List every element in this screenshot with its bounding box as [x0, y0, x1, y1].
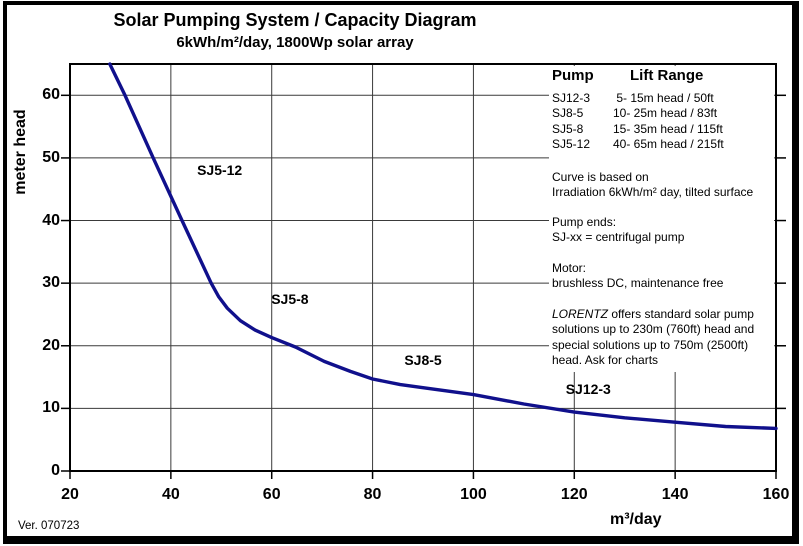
pump-table-header-range: Lift Range	[630, 67, 704, 84]
pump-name: SJ5-8	[552, 121, 584, 136]
y-tick-label: 50	[42, 148, 60, 166]
outer-frame	[3, 1, 799, 544]
curve-label-sj5-8: SJ5-8	[271, 290, 309, 307]
pump-table-row: SJ12-3 5- 15m head / 50ft	[549, 91, 774, 106]
pump-lift-range: 5- 15m head / 50ft	[613, 91, 714, 105]
pump-table-row: SJ8-5 10- 25m head / 83ft	[549, 106, 774, 121]
x-tick-label: 160	[762, 486, 790, 503]
pump-name: SJ12-3	[552, 91, 591, 105]
note-lorentz: LORENTZ offers standard solar pump solut…	[552, 307, 788, 369]
x-tick-label: 80	[363, 486, 382, 503]
curve-label-sj8-5: SJ8-5	[404, 352, 442, 369]
version-label: Ver. 070723	[18, 520, 80, 532]
curve-label-sj12-3: SJ12-3	[565, 380, 611, 397]
lorentz-brand: LORENTZ	[552, 307, 609, 321]
chart-subtitle: 6kWh/m²/day, 1800Wp solar array	[176, 34, 414, 51]
x-tick-label: 140	[661, 486, 689, 503]
capacity-curve	[108, 62, 778, 431]
y-tick-label: 30	[42, 274, 60, 292]
y-tick-label: 0	[51, 462, 60, 479]
info-box: Pump Lift Range SJ12-3 5- 15m head / 50f…	[549, 66, 774, 372]
x-tick-label: 100	[460, 486, 487, 503]
lorentz-text: offers standard solar pump solutions up …	[552, 307, 755, 368]
y-tick-label: 20	[42, 336, 60, 354]
pump-table-rows: SJ12-3 5- 15m head / 50ft SJ8-5 10- 25m he…	[549, 91, 774, 153]
pump-lift-range: 40- 65m head / 215ft	[613, 137, 724, 152]
y-tick-label: 60	[42, 86, 60, 104]
pump-table-row: SJ5-8 15- 35m head / 115ft	[549, 122, 774, 137]
x-axis-title: m³/day	[610, 511, 662, 528]
title-block: Solar Pumping System / Capacity Diagram …	[35, 9, 555, 52]
plot-border	[69, 63, 777, 472]
note-curve-basis: Curve is based on Irradiation 6kWh/m² da…	[552, 170, 754, 200]
pump-name: SJ8-5	[552, 106, 584, 121]
x-tick-label: 60	[262, 486, 281, 503]
x-tick-label: 20	[61, 486, 79, 503]
x-tick-label: 40	[161, 486, 180, 503]
note-motor: Motor: brushless DC, maintenance free	[552, 261, 724, 291]
note-pump-ends: Pump ends: SJ-xx = centrifugal pump	[552, 215, 685, 245]
curve-label-sj5-12: SJ5-12	[197, 161, 243, 178]
pump-name: SJ5-12	[552, 137, 591, 152]
pump-lift-range: 15- 35m head / 115ft	[613, 121, 723, 136]
y-tick-label: 40	[42, 211, 60, 229]
chart-title: Solar Pumping System / Capacity Diagram	[113, 10, 477, 30]
pump-table-row: SJ5-12 40- 65m head / 215ft	[549, 137, 774, 152]
pump-lift-range: 10- 25m head / 83ft	[613, 106, 718, 121]
y-tick-label: 10	[42, 399, 60, 417]
pump-table-header-pump: Pump	[552, 67, 594, 84]
x-tick-label: 120	[560, 486, 588, 503]
